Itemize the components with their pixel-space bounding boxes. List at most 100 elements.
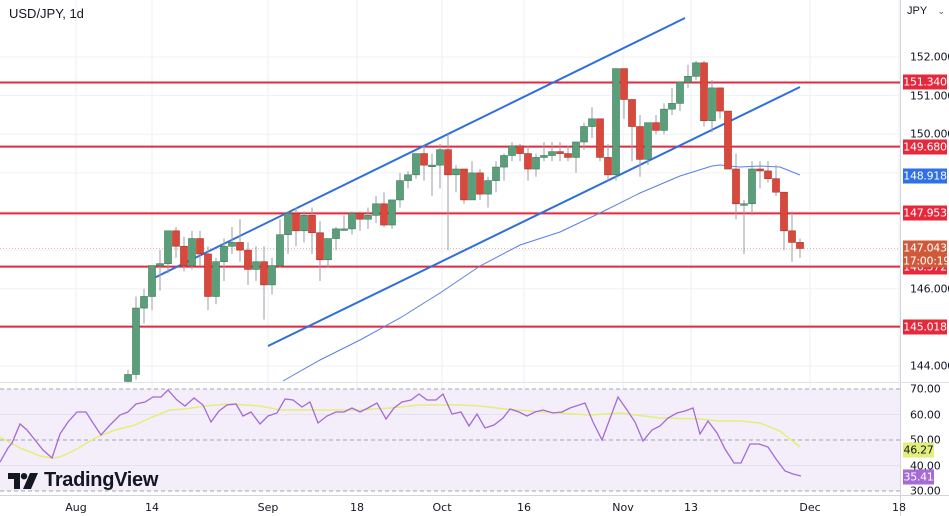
rsi-tick-label: 40.00 <box>910 459 941 472</box>
candle-body-up <box>508 145 516 156</box>
currency-label: JPY <box>907 5 928 17</box>
candle-body-up <box>436 149 444 166</box>
candle <box>740 199 748 254</box>
candle-body-up <box>676 81 684 104</box>
candle <box>228 226 236 254</box>
rsi-tick-label: 30.00 <box>910 484 941 498</box>
candle <box>732 153 740 220</box>
candle-body-down <box>420 153 428 166</box>
candle <box>260 246 268 320</box>
candle-body-down <box>356 213 364 220</box>
candle <box>532 153 540 177</box>
chart-title: USD/JPY, 1d <box>9 6 84 21</box>
candle-body-up <box>300 215 308 232</box>
candle-body-up <box>684 76 692 83</box>
time-tick-label: 14 <box>145 501 159 514</box>
candle <box>652 114 660 135</box>
candle-body-down <box>772 178 780 193</box>
level-price-tag: 149.680 <box>903 139 947 155</box>
candle <box>724 110 732 170</box>
candle <box>476 169 484 200</box>
candle-body-down <box>788 230 796 243</box>
candle <box>372 196 380 224</box>
price-tick-label: 144.000 <box>910 359 949 373</box>
candle-body-down <box>196 238 204 255</box>
candle <box>636 114 644 177</box>
candle <box>468 161 476 201</box>
candle <box>628 99 636 162</box>
candle-body-down <box>652 122 660 131</box>
candle-body-up <box>268 265 276 286</box>
candle <box>348 211 356 235</box>
level-price-tag: 147.953 <box>903 205 947 221</box>
candle <box>564 145 572 162</box>
time-tick-label: Sep <box>257 501 279 514</box>
rsi-ma-tag: 46.27 <box>903 442 934 457</box>
candle-body-up <box>740 203 748 206</box>
tradingview-logo-icon <box>8 472 38 489</box>
candle-body-up <box>572 141 580 158</box>
candlestick-series <box>124 60 804 384</box>
candle-body-up <box>332 228 340 239</box>
candle <box>124 369 132 384</box>
candle <box>492 161 500 193</box>
candle <box>620 68 628 119</box>
candle-body-up <box>708 87 716 122</box>
time-tick-label: 16 <box>517 501 531 514</box>
candle-body-up <box>156 263 164 266</box>
level-price-tag: 145.018 <box>903 319 947 335</box>
horizontal-levels[interactable] <box>0 81 900 328</box>
candle <box>276 219 284 268</box>
candle-body-down <box>460 168 468 201</box>
candle-body-up <box>644 122 652 160</box>
candle <box>220 238 228 282</box>
candle <box>204 246 212 310</box>
rsi-value-tag: 35.41 <box>903 469 934 485</box>
rsi-tick-label: 60.00 <box>910 408 941 421</box>
candle <box>452 165 460 193</box>
candle-body-down <box>316 232 324 261</box>
candle-body-up <box>132 307 140 375</box>
candle-body-down <box>724 110 732 170</box>
candle-body-up <box>588 118 596 127</box>
time-tick-label: Dec <box>799 501 821 514</box>
tradingview-logo[interactable]: TradingView <box>8 469 158 492</box>
candle-body-up <box>404 174 412 181</box>
bar-countdown: 17:00:19 <box>903 254 949 268</box>
candle-body-down <box>260 261 268 286</box>
tradingview-logo-text: TradingView <box>44 469 159 491</box>
time-tick-label: Aug <box>65 501 87 514</box>
candle <box>412 153 420 179</box>
candle-body-down <box>444 149 452 176</box>
candle-body-up <box>580 126 588 143</box>
candle <box>772 165 780 197</box>
candle-body-down <box>764 170 772 179</box>
candle <box>780 191 788 251</box>
candle <box>692 60 700 81</box>
candle <box>484 176 492 208</box>
currency-selector[interactable]: JPY ⌄ <box>903 2 947 20</box>
candle <box>540 141 548 162</box>
candle <box>156 250 164 291</box>
time-tick-label: Nov <box>612 501 634 514</box>
candle <box>764 161 772 183</box>
candle-body-down <box>556 151 564 154</box>
rsi-line <box>0 389 802 477</box>
candle <box>444 134 452 251</box>
candle <box>356 211 364 231</box>
candle-body-down <box>700 62 708 122</box>
candle <box>300 211 308 243</box>
candle-body-down <box>180 245 188 266</box>
candle-body-down <box>516 145 524 154</box>
trend-channel[interactable] <box>151 17 801 347</box>
candle <box>508 141 516 162</box>
candle <box>196 230 204 266</box>
candle <box>516 143 524 162</box>
candle <box>612 68 620 181</box>
candle-body-up <box>372 203 380 216</box>
candle <box>700 60 708 127</box>
candle-body-down <box>236 242 244 251</box>
candle <box>268 257 276 295</box>
candle <box>332 226 340 251</box>
